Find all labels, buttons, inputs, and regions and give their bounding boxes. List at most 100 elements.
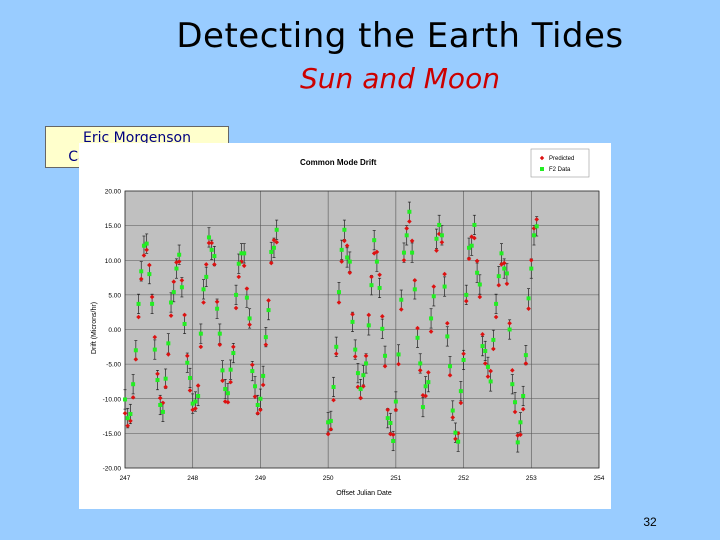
predicted-point [149,294,155,300]
predicted-point [136,314,141,320]
data-point [510,382,515,387]
predicted-point [252,394,258,399]
series-f2-data [123,209,539,445]
y-tick-label: 15.00 [105,223,122,230]
data-point [388,420,393,425]
plot-border [124,190,600,469]
x-axis-label: Offset Julian Date [336,490,392,497]
data-point [488,379,493,384]
data-point [372,238,377,243]
data-point [355,371,360,376]
legend-box [530,148,590,178]
predicted-point [491,346,496,352]
predicted-point [152,334,158,340]
predicted-point [436,231,442,237]
predicted-point [171,279,177,285]
predicted-point [458,400,464,406]
data-point [494,301,499,306]
data-point [423,384,428,389]
data-point [234,292,239,297]
chart-title: Common Mode Drift [300,158,377,167]
predicted-point [504,281,510,287]
data-point [136,301,141,306]
predicted-point [122,410,128,416]
data-point [364,361,369,366]
predicted-point [488,368,493,374]
data-point [244,295,249,300]
data-point [171,290,176,295]
data-point [263,335,268,340]
data-point [350,319,355,324]
data-point [190,401,195,406]
y-tick-label: -5.00 [106,362,121,369]
predicted-point [412,278,418,283]
predicted-point [482,361,488,366]
data-point [258,396,263,401]
data-point [407,209,412,214]
data-point [182,321,187,326]
predicted-point [523,361,529,366]
predicted-point [377,272,382,278]
data-point [442,284,447,289]
predicted-point [450,415,456,420]
predicted-point [398,307,404,312]
data-point [464,292,469,297]
predicted-point [474,258,480,264]
predicted-point [236,274,242,280]
predicted-point [366,312,372,318]
data-point [415,335,420,340]
data-point [383,353,388,358]
predicted-point [442,271,447,277]
predicted-point [258,407,263,413]
data-point [345,255,350,260]
predicted-point [363,353,369,359]
chart-panel: Common Mode Drift 20.00 15.00 10.00 5.00 0.0… [79,143,611,509]
data-point [331,384,336,389]
data-point [353,347,358,352]
data-point [193,399,198,404]
predicted-point [250,362,255,368]
predicted-point [233,305,239,311]
data-point [434,236,439,241]
data-point [250,369,255,374]
predicted-point [507,320,512,326]
predicted-point [396,361,401,367]
predicted-point [385,407,391,413]
predicted-point [461,351,466,357]
predicted-point [228,379,233,385]
predicted-point [125,423,131,429]
y-axis-label: Drift (Microns/hr) [91,302,98,354]
data-point [231,351,236,356]
predicted-point [380,314,385,319]
predicted-point [130,395,136,400]
data-point [328,418,333,423]
predicted-point [274,239,279,245]
predicted-point [439,239,445,245]
predicted-point [415,325,420,331]
data-point [399,297,404,302]
data-point [361,373,366,378]
data-point [177,252,182,257]
predicted-point [133,356,139,362]
predicted-point [477,294,483,300]
data-point [366,323,371,328]
data-point [461,357,466,362]
data-point [456,439,461,444]
author-name: Eric Morgenson [83,130,191,146]
predicted-point [510,368,515,373]
predicted-point [138,276,144,282]
legend-entries: Predicted F2 Data [539,155,574,173]
data-point [163,376,168,381]
page-number: 32 [643,515,657,529]
y-tick-label: 10.00 [105,258,122,265]
predicted-point [182,312,187,318]
predicted-point [128,418,133,424]
legend-label-f2-data: F2 Data [549,167,571,173]
data-point [347,259,352,264]
y-tick-label: 0.00 [108,327,121,334]
data-point [529,266,534,271]
data-point [155,378,160,383]
data-point [504,271,509,276]
predicted-point [393,407,399,413]
data-point [169,300,174,305]
